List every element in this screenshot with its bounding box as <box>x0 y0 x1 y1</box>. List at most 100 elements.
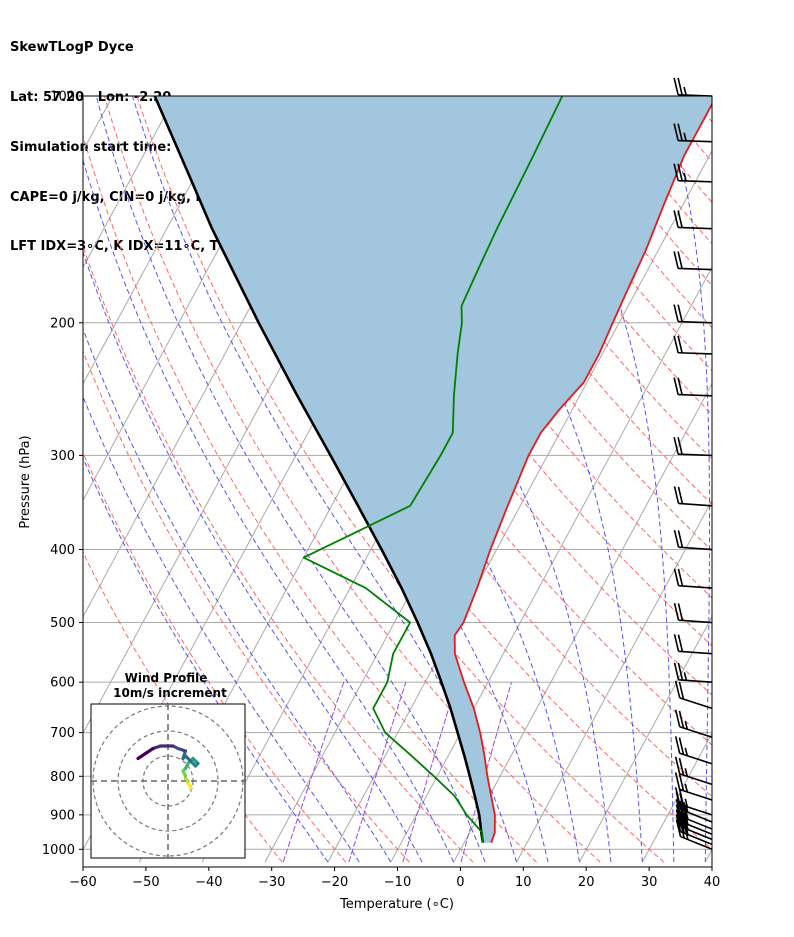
barb-flag <box>678 773 685 791</box>
barb-flag <box>677 437 683 455</box>
dry-adiabat-line <box>168 96 712 850</box>
barb-staff <box>678 393 713 397</box>
chart-title: SkewTLogP Dyce <box>10 40 134 56</box>
x-tick-label: −20 <box>321 875 348 890</box>
barb-flag <box>674 736 681 754</box>
wind-barb <box>675 809 713 841</box>
y-tick-label: 500 <box>50 616 75 631</box>
barb-staff <box>678 679 713 683</box>
barb-half-flag <box>684 798 689 807</box>
moist-adiabat-line <box>83 250 423 863</box>
moist-adiabat-line <box>520 96 675 863</box>
wind-barb <box>674 787 713 816</box>
y-axis-ticks: 1000 900 800 700 600 500 400 300 200 100 <box>42 90 83 858</box>
barb-flag <box>673 634 680 652</box>
barb-half-flag <box>683 172 687 182</box>
x-axis-label: Temperature (∘C) <box>339 897 454 912</box>
wind-barb <box>674 772 713 801</box>
barb-flag <box>673 123 679 141</box>
mixing-ratio-line <box>348 682 407 863</box>
barb-flag <box>674 680 681 699</box>
barb-flag <box>675 819 682 837</box>
barb-flag <box>677 251 683 269</box>
hodograph: Wind Profile 10m/s increment <box>90 671 246 859</box>
wind-barb <box>673 486 713 507</box>
x-tick-label: 30 <box>641 875 658 890</box>
barb-flag <box>673 568 680 586</box>
temperature-line <box>453 102 712 843</box>
y-tick-label: 800 <box>50 770 75 785</box>
barb-staff <box>678 179 713 183</box>
wind-barb <box>673 77 713 97</box>
hodograph-title: Wind Profile <box>125 671 208 685</box>
parcel-line <box>153 96 485 843</box>
barb-flag <box>677 123 683 141</box>
x-tick-label: −30 <box>258 875 285 890</box>
barb-staff <box>678 502 713 507</box>
isotherm-line <box>768 79 794 862</box>
barb-flag <box>677 603 684 621</box>
barb-staff <box>678 351 713 355</box>
hodograph-subtitle: 10m/s increment <box>113 686 227 700</box>
dry-adiabat-line <box>462 96 712 416</box>
barb-flag <box>675 809 682 827</box>
isotherm-line <box>83 96 239 385</box>
barb-flag <box>678 681 685 700</box>
isotherm-line <box>516 499 712 863</box>
barb-staff <box>678 546 713 551</box>
barb-flag <box>673 529 680 548</box>
isotherm-line <box>327 149 712 863</box>
wind-barb <box>674 709 713 739</box>
barb-staff <box>680 825 713 841</box>
barb-staff <box>678 226 713 230</box>
barb-flag <box>683 817 689 835</box>
barb-half-flag <box>683 132 687 142</box>
barb-flag <box>673 251 679 269</box>
barb-flag <box>677 210 683 228</box>
barb-flag <box>677 486 684 504</box>
barb-flag <box>678 788 685 806</box>
moist-adiabat-line <box>83 395 360 863</box>
wind-barb <box>674 680 713 710</box>
dry-adiabat-line <box>201 96 712 798</box>
isotherm-line <box>83 96 177 269</box>
x-tick-label: 40 <box>704 875 721 890</box>
dry-adiabat-line <box>429 96 712 460</box>
barb-flag <box>673 437 679 455</box>
barb-staff <box>678 139 713 143</box>
dry-adiabat-line <box>83 451 347 863</box>
barb-flag <box>675 804 682 822</box>
wind-barb <box>674 756 713 786</box>
barb-flag <box>677 568 684 587</box>
hodograph-trace <box>136 744 200 791</box>
barb-flag <box>677 530 684 548</box>
y-tick-label: 700 <box>50 726 75 741</box>
barb-flag <box>674 787 681 805</box>
wind-barb <box>673 602 713 624</box>
wind-barb <box>673 437 713 457</box>
barb-flag <box>673 210 679 228</box>
barb-flag <box>674 709 681 727</box>
wind-barb <box>673 568 713 589</box>
dry-adiabat-line <box>103 96 601 863</box>
barb-flag <box>683 822 689 840</box>
barb-flag <box>673 335 679 353</box>
barb-staff <box>679 773 713 786</box>
wind-barb <box>673 377 713 397</box>
y-tick-label: 300 <box>50 449 75 464</box>
x-tick-label: −40 <box>195 875 222 890</box>
wind-barb <box>673 634 713 655</box>
barb-staff <box>678 584 713 589</box>
x-tick-label: −50 <box>132 875 159 890</box>
y-tick-label: 1000 <box>42 843 75 858</box>
barb-flag <box>673 486 680 504</box>
wind-barb <box>673 529 713 551</box>
wind-barbs <box>673 77 713 851</box>
barb-flag <box>677 634 684 652</box>
wind-barb <box>673 123 713 143</box>
barb-staff <box>680 835 713 851</box>
barb-flag <box>673 662 680 681</box>
y-axis-label: Pressure (hPa) <box>18 435 33 528</box>
wind-barb <box>673 210 713 230</box>
wind-barb <box>675 814 713 846</box>
